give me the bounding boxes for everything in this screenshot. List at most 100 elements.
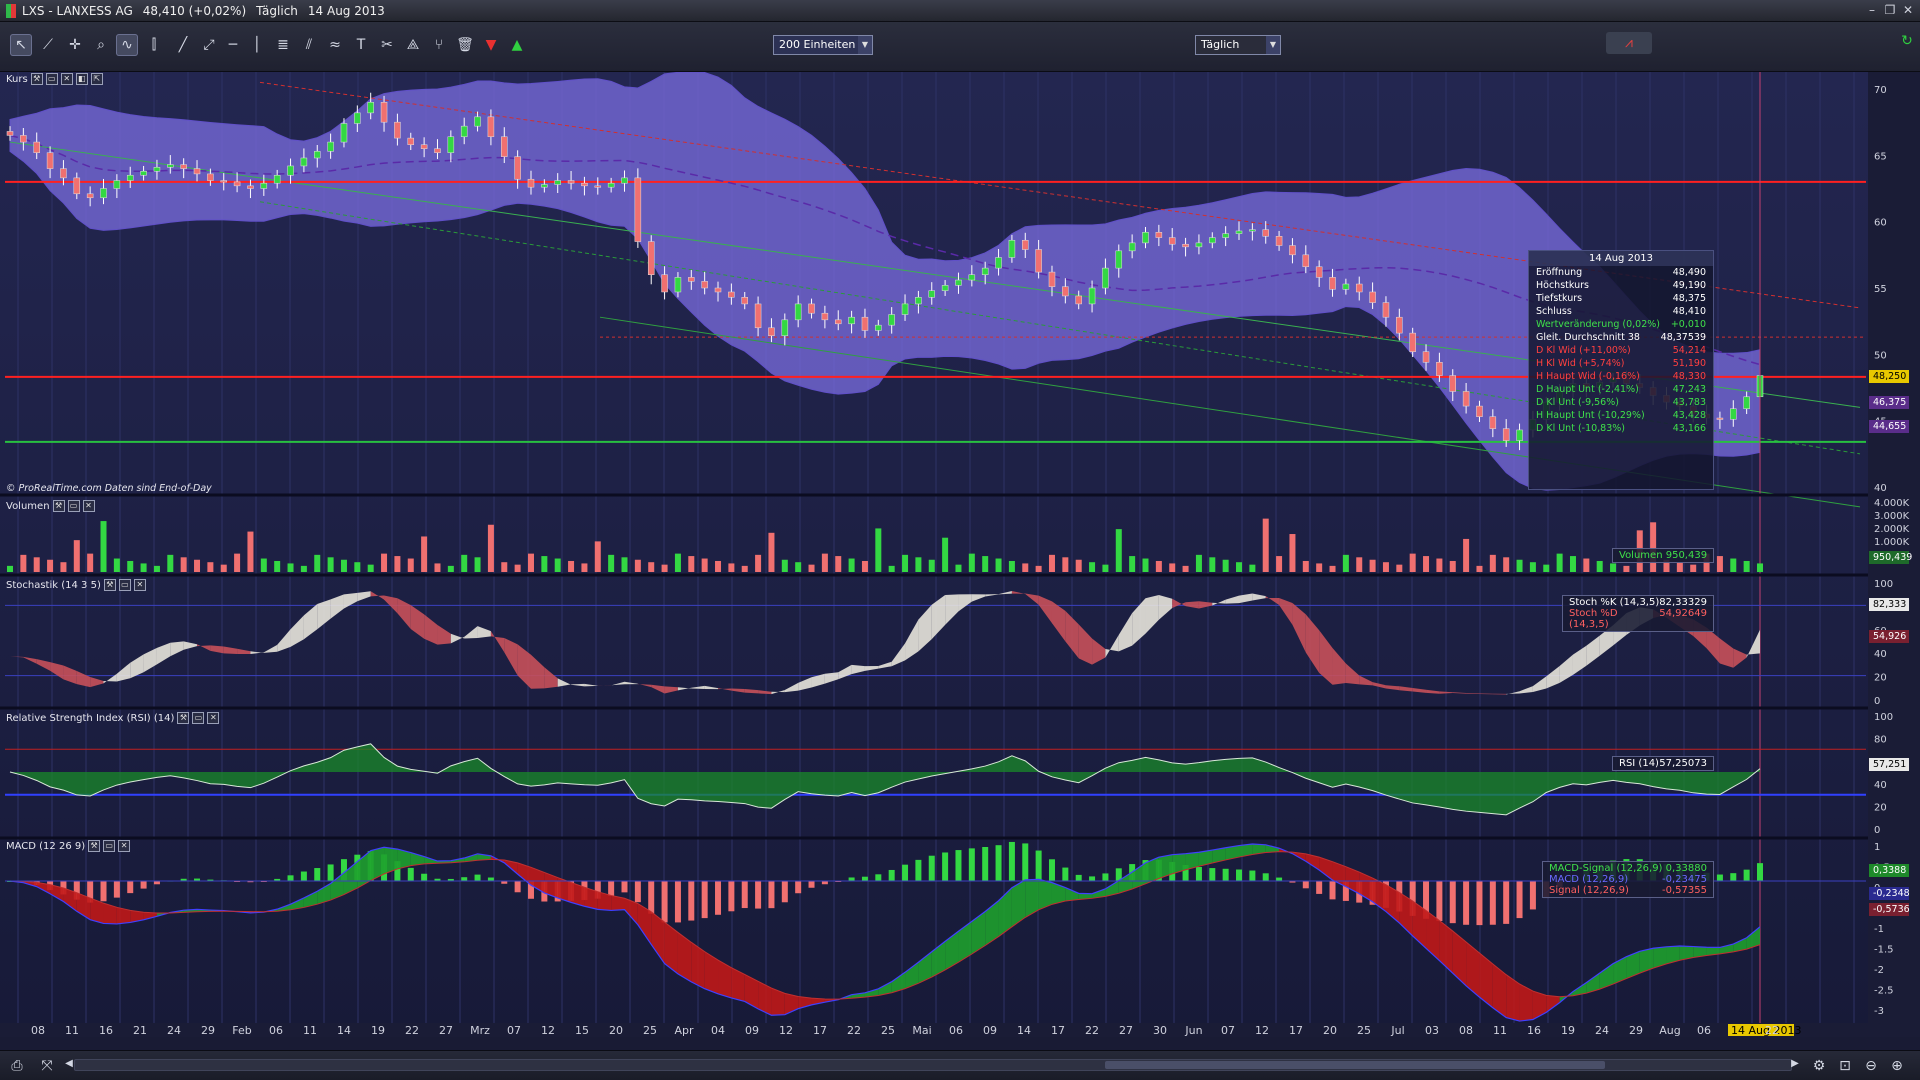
stoch-k-tag: 82,333 [1869,598,1909,611]
volume-bar [1396,564,1403,572]
trendline-icon[interactable]: ╱ [178,37,188,53]
close-icon[interactable]: ✕ [1902,3,1914,17]
volume-bar [1369,559,1376,572]
fork-icon[interactable]: ⑂ [434,37,444,53]
candle-body [447,136,455,153]
chart-settings-icon[interactable]: ⚙ [1812,1058,1826,1074]
stoch-fill [450,633,465,644]
date-tick-label: 22 [405,1024,419,1037]
candle-body [768,327,775,337]
settings-icon[interactable]: ◧ [75,73,88,85]
text-icon[interactable]: T [356,37,366,53]
scroll-right-icon[interactable]: ▶ [1791,1058,1799,1069]
restore-icon[interactable]: ❐ [1884,3,1896,17]
volume-legend-label: Volumen [1619,550,1663,561]
delete-icon[interactable]: 🗑 [456,37,474,53]
horizontal-line-icon[interactable]: ─ [228,37,238,53]
channel-icon[interactable]: ⫽ [305,37,313,53]
wrench-icon[interactable]: ⚒ [52,500,65,512]
sell-arrow-icon[interactable]: ▼ [485,37,497,53]
scrollbar-thumb[interactable] [1105,1061,1605,1069]
zoom-out-icon[interactable]: ⊖ [1865,1058,1877,1074]
macd-fill [1132,862,1146,890]
stoch-fill [544,667,558,689]
fan-icon[interactable]: ⟁ [406,37,420,53]
info-row-value: 48,410 [1672,306,1706,317]
date-tick-label: Aug [1659,1024,1680,1037]
scroll-left-icon[interactable]: ◀ [65,1058,73,1069]
horizontal-scrollbar[interactable] [74,1059,1792,1071]
zoom-fit-icon[interactable]: ⊡ [1839,1058,1851,1074]
period-dropdown[interactable]: Täglich ▼ [1195,35,1281,55]
stoch-fill [878,661,892,669]
window-icon[interactable]: ▭ [103,840,116,852]
wrench-icon[interactable]: ⚒ [88,840,101,852]
volume-bar [1382,562,1389,572]
date-tick-label: 03 [1425,1024,1439,1037]
buy-arrow-icon[interactable]: ▲ [511,37,523,53]
window-icon[interactable]: ▭ [192,712,205,724]
close-panel-icon[interactable]: ✕ [60,73,73,85]
ruler-icon[interactable]: ⟋ [43,37,53,53]
candle-body [514,156,521,180]
info-row-label: H Haupt Wid (-0,16%) [1536,371,1640,382]
close-panel-icon[interactable]: ✕ [207,712,220,724]
pointer-icon[interactable]: ↖ [10,34,32,56]
close-panel-icon[interactable]: ✕ [118,840,131,852]
candle-body [33,141,40,153]
stoch-k-label: Stoch %K (14,3,5) [1569,597,1660,608]
axis-tick-label: 100 [1874,579,1893,590]
window-icon[interactable]: ▭ [67,500,80,512]
macd-histogram-bar [527,881,534,899]
candle-body [1422,351,1430,363]
zoom-in-icon[interactable]: ⊕ [1891,1058,1903,1074]
wrench-icon[interactable]: ⚒ [177,712,190,724]
line-chart-icon[interactable]: ∿ [116,34,138,56]
info-box-row: H Haupt Unt (-10,29%) 43,428 [1529,409,1713,422]
volume-bar [688,556,695,572]
date-tick-label: 25 [1357,1024,1371,1037]
macd-histogram-bar [247,881,254,883]
zoom-icon[interactable]: ⌕ [97,37,105,53]
macd-fill [1599,963,1614,990]
wrench-icon[interactable]: ⚒ [30,73,43,85]
stoch-fill [317,599,331,630]
axis-tick-label: 2.000K [1874,524,1910,535]
screenshot-icon[interactable]: ⎙ [11,1058,23,1074]
volume-bar [1102,564,1109,572]
info-row-value: 43,428 [1672,410,1706,421]
wave-icon[interactable]: ≈ [329,37,341,53]
vertical-line-icon[interactable]: │ [252,37,262,53]
volume-bar [568,560,575,572]
cursor-tool-icon[interactable]: ⤧ [41,1058,53,1074]
candle-body [714,287,722,293]
fibonacci-icon[interactable]: ≣ [277,37,289,53]
units-dropdown[interactable]: 200 Einheiten ▼ [773,35,873,55]
chart-area[interactable]: 706560555045404.000K3.000K2.000K1.000K10… [0,72,1920,1050]
wrench-icon[interactable]: ⚒ [103,579,116,591]
macd-fill [1746,926,1760,950]
candle-chart-icon[interactable]: ⫿ [151,37,157,53]
minimize-icon[interactable]: – [1869,3,1875,17]
macd-histogram-bar [594,881,601,899]
export-icon[interactable]: ⇱ [90,73,103,85]
window-icon[interactable]: ▭ [118,579,131,591]
mini-chart-icon[interactable]: ⩘ [1606,32,1652,54]
volume-bar [234,553,241,572]
volume-bar [835,556,842,572]
stoch-fill [1599,625,1614,656]
refresh-icon[interactable]: ↻ [1901,33,1913,49]
macd-fill [758,981,772,1016]
candles [6,92,1764,451]
close-panel-icon[interactable]: ✕ [133,579,146,591]
tools-icon[interactable]: ✂ [381,37,393,53]
macd-fill [143,912,157,920]
stoch-fill [1466,692,1480,694]
volume-bar [648,562,655,572]
close-panel-icon[interactable]: ✕ [82,500,95,512]
ray-icon[interactable]: ⤢ [203,37,215,53]
macd-histogram-bar [648,881,655,914]
crosshair-icon[interactable]: ✛ [69,37,81,53]
volume-bar [247,531,254,572]
window-icon[interactable]: ▭ [45,73,58,85]
